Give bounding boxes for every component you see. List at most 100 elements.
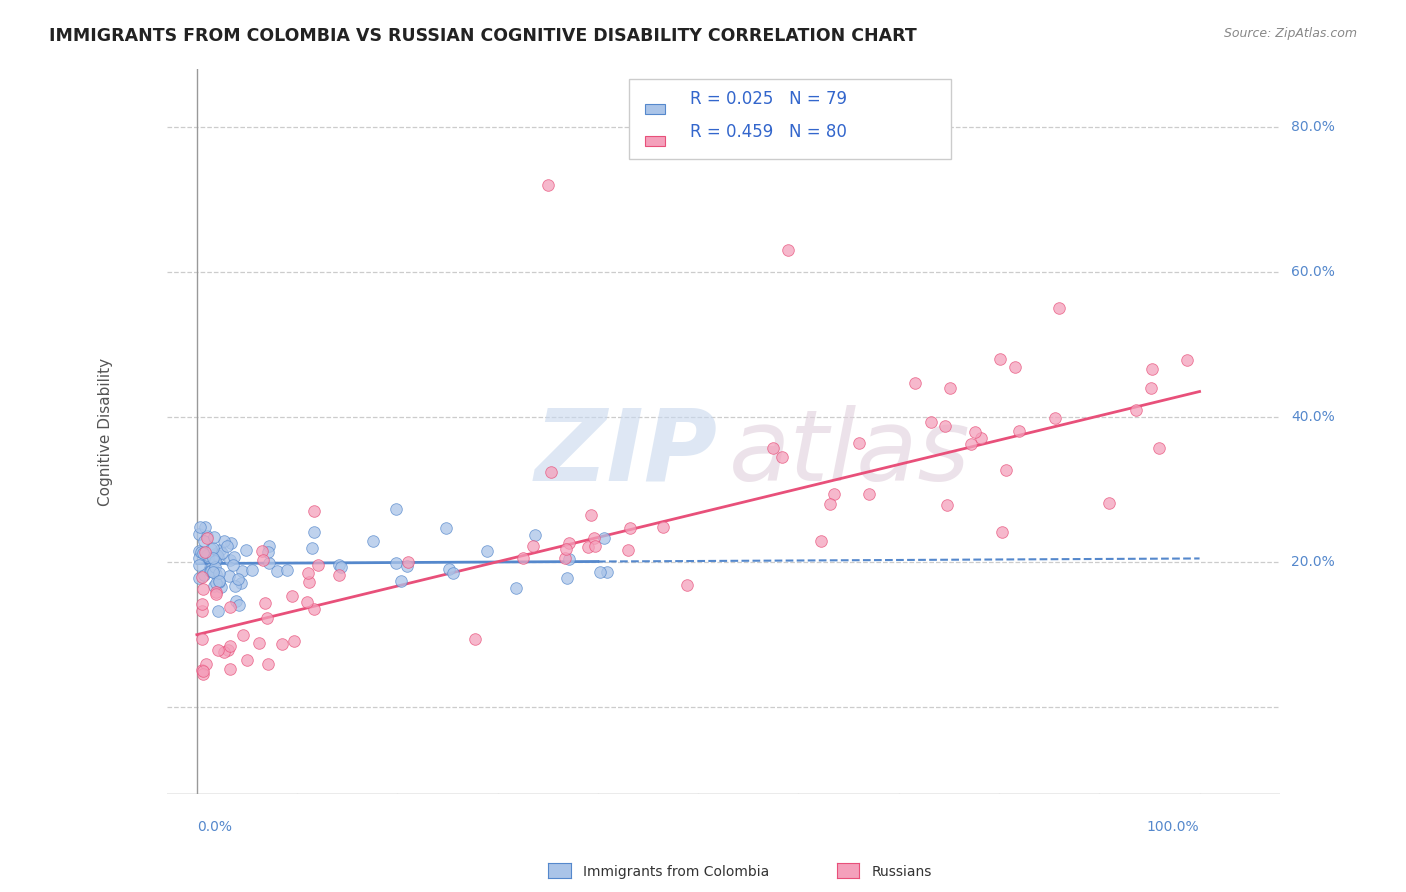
Point: [988, 351, 1011, 366]
Text: 100.0%: 100.0%: [1147, 820, 1199, 834]
Point: [1043, 411, 1066, 425]
Point: [205, 576, 228, 591]
Point: [464, 632, 486, 647]
Point: [218, 662, 240, 676]
Point: [389, 574, 412, 589]
Point: [762, 442, 785, 456]
Point: [1147, 441, 1170, 455]
Point: [204, 554, 226, 568]
Point: [219, 599, 242, 614]
Point: [205, 548, 228, 562]
Text: Russians: Russians: [872, 865, 932, 880]
Point: [191, 597, 214, 611]
Point: [540, 465, 562, 479]
Point: [307, 558, 329, 572]
Point: [904, 376, 927, 391]
Point: [385, 502, 408, 516]
Point: [204, 559, 226, 574]
Point: [848, 436, 870, 450]
Point: [361, 533, 384, 548]
Point: [297, 566, 319, 580]
Point: [191, 604, 214, 618]
Point: [1140, 362, 1163, 376]
Point: [191, 663, 214, 677]
FancyBboxPatch shape: [645, 103, 665, 113]
Point: [219, 535, 242, 549]
Point: [934, 419, 956, 434]
Point: [191, 546, 214, 560]
Point: [675, 578, 697, 592]
Point: [187, 558, 209, 573]
Point: [247, 635, 270, 649]
Point: [396, 559, 419, 574]
Point: [778, 243, 800, 257]
Point: [228, 598, 250, 612]
Point: [195, 532, 218, 546]
Point: [193, 534, 215, 549]
Point: [583, 531, 606, 545]
Point: [200, 565, 222, 579]
Point: [994, 463, 1017, 477]
Point: [592, 531, 614, 545]
Point: [555, 571, 578, 585]
Point: [194, 520, 217, 534]
Point: [281, 589, 304, 603]
Point: [301, 541, 323, 555]
Point: [200, 561, 222, 575]
Point: [219, 639, 242, 653]
Point: [250, 544, 273, 558]
Point: [190, 545, 212, 559]
Point: [200, 561, 222, 575]
Point: [219, 553, 242, 567]
Point: [266, 564, 288, 578]
Point: [207, 604, 229, 618]
Point: [298, 574, 321, 589]
Point: [477, 544, 499, 558]
Point: [295, 595, 318, 609]
Point: [437, 562, 460, 576]
Point: [970, 431, 993, 445]
Point: [328, 558, 350, 573]
FancyBboxPatch shape: [628, 79, 952, 160]
Point: [187, 543, 209, 558]
Point: [823, 487, 845, 501]
Point: [1140, 381, 1163, 395]
Point: [330, 559, 353, 574]
Point: [195, 529, 218, 543]
Point: [257, 556, 280, 570]
Point: [191, 582, 214, 596]
Point: [197, 549, 219, 564]
Point: [1175, 353, 1198, 368]
Text: Cognitive Disability: Cognitive Disability: [98, 358, 112, 506]
Point: [240, 562, 263, 576]
Point: [596, 565, 619, 579]
Point: [195, 548, 218, 562]
Point: [651, 520, 673, 534]
Point: [231, 564, 253, 578]
Point: [191, 570, 214, 584]
Point: [225, 593, 247, 607]
Point: [254, 597, 277, 611]
Point: [257, 657, 280, 671]
Point: [770, 450, 793, 464]
Point: [583, 539, 606, 553]
Text: ZIP: ZIP: [534, 405, 717, 501]
Point: [1047, 301, 1070, 315]
Point: [207, 643, 229, 657]
Point: [558, 535, 581, 549]
Point: [818, 497, 841, 511]
Point: [208, 574, 231, 589]
Point: [208, 574, 231, 588]
Point: [194, 545, 217, 559]
Point: [271, 637, 294, 651]
Point: [257, 539, 280, 553]
Point: [302, 525, 325, 540]
Point: [222, 550, 245, 565]
Point: [991, 524, 1014, 539]
Text: 80.0%: 80.0%: [1291, 120, 1334, 134]
Point: [224, 579, 246, 593]
Point: [200, 542, 222, 557]
Point: [537, 178, 560, 192]
Text: IMMIGRANTS FROM COLOMBIA VS RUSSIAN COGNITIVE DISABILITY CORRELATION CHART: IMMIGRANTS FROM COLOMBIA VS RUSSIAN COGN…: [49, 27, 917, 45]
Point: [920, 415, 942, 429]
